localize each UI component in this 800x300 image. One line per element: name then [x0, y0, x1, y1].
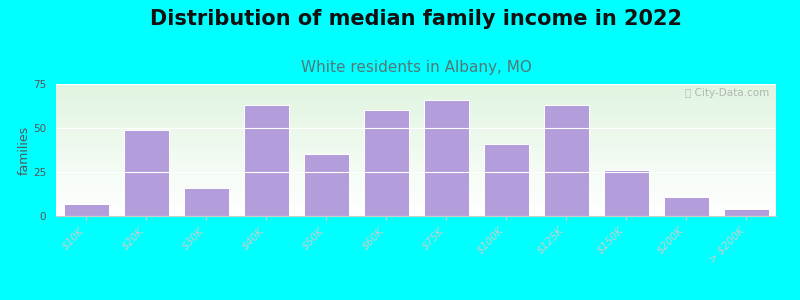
Text: White residents in Albany, MO: White residents in Albany, MO: [301, 60, 531, 75]
Bar: [603, 170, 649, 216]
Bar: [663, 196, 709, 216]
Bar: [243, 105, 289, 216]
Bar: [723, 209, 769, 216]
Bar: [423, 100, 469, 216]
Bar: [123, 130, 169, 216]
Bar: [543, 105, 589, 216]
Bar: [483, 144, 529, 216]
Text: Distribution of median family income in 2022: Distribution of median family income in …: [150, 9, 682, 29]
Bar: [63, 204, 109, 216]
Bar: [303, 154, 349, 216]
Text: ⓘ City-Data.com: ⓘ City-Data.com: [685, 88, 769, 98]
Y-axis label: families: families: [18, 125, 30, 175]
Bar: [183, 188, 229, 216]
Bar: [363, 110, 409, 216]
